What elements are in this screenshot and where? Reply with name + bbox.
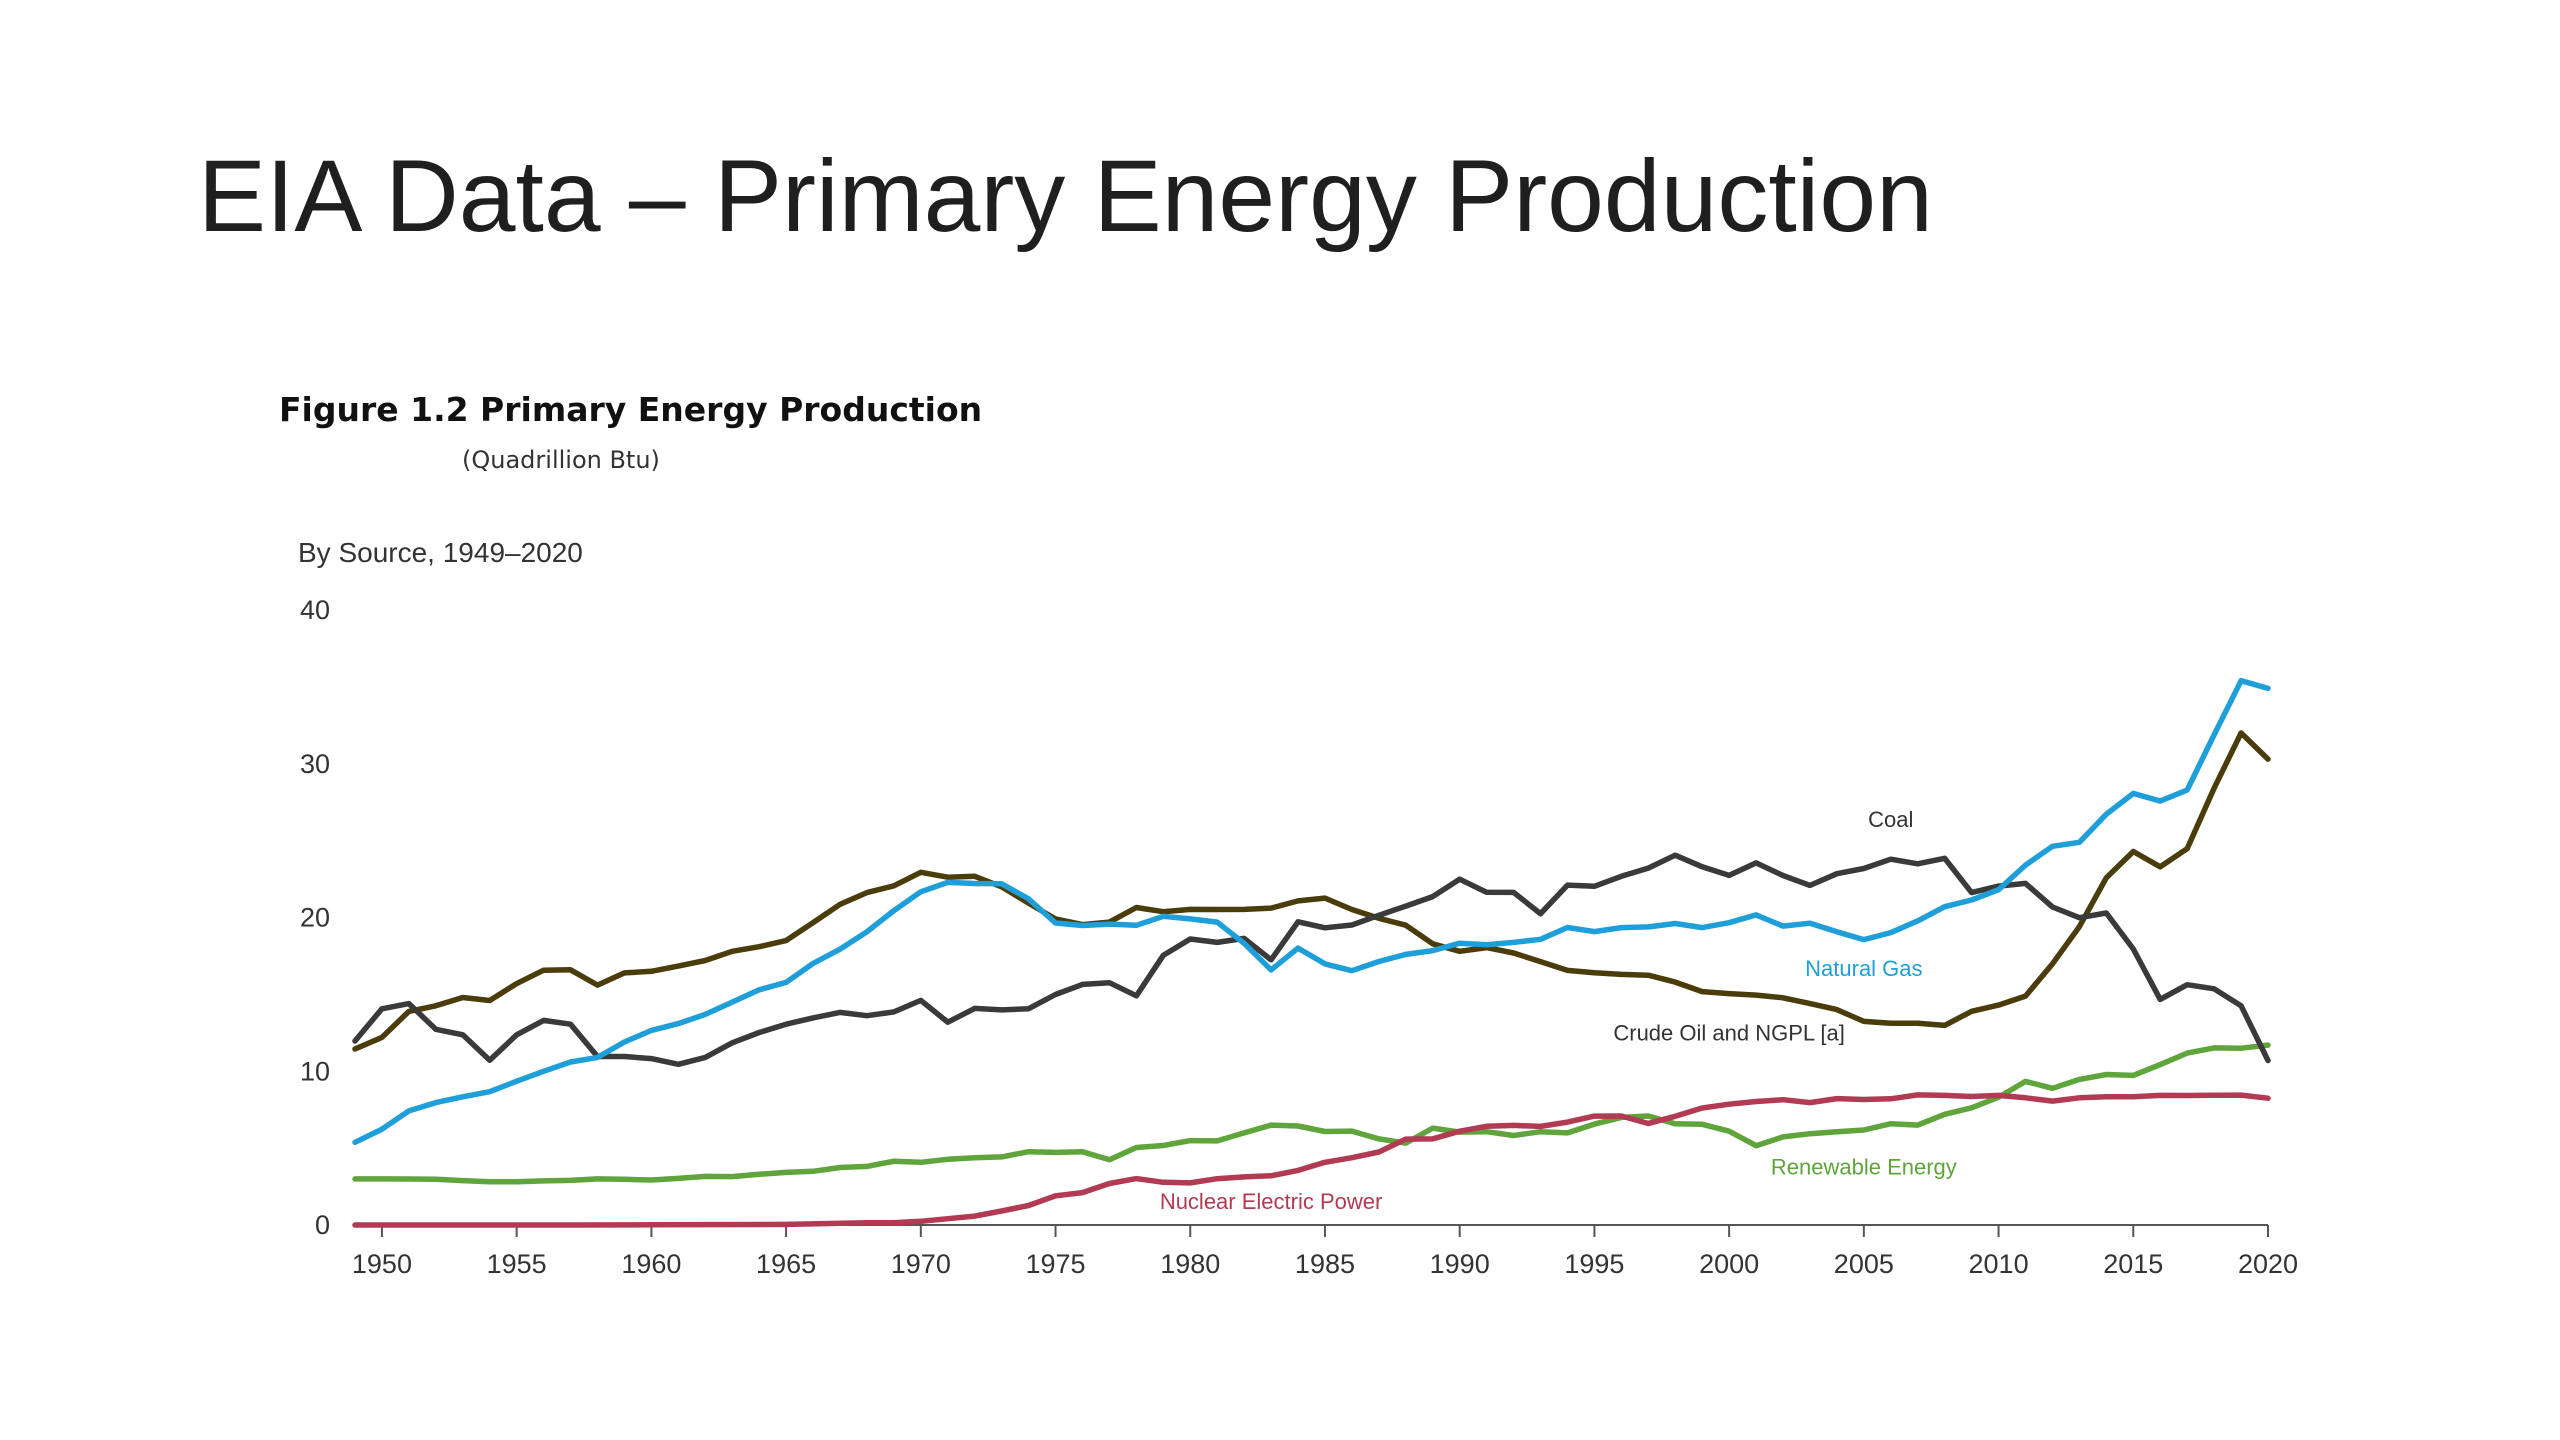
figure-title: Figure 1.2 Primary Energy Production (279, 390, 983, 429)
x-tick-label: 1965 (756, 1249, 816, 1279)
slide-title: EIA Data – Primary Energy Production (198, 139, 1933, 253)
y-tick-label: 0 (315, 1210, 330, 1240)
x-tick-label: 2010 (1969, 1249, 2029, 1279)
x-tick-label: 1955 (487, 1249, 547, 1279)
x-tick-label: 1980 (1160, 1249, 1220, 1279)
chart-series-labels: Coal Natural Gas Crude Oil and NGPL [a] Ren… (1160, 807, 1957, 1214)
y-tick-label: 30 (300, 749, 330, 779)
series-label-crude-oil-and-ngpl-a: Crude Oil and NGPL [a] (1613, 1021, 1845, 1046)
series-line-nuclear-electric-power (352, 1092, 2271, 1228)
y-tick-label: 10 (300, 1056, 330, 1086)
series-line-crude-oil-and-ngpl-a (352, 730, 2271, 1052)
x-tick-label: 2005 (1834, 1249, 1894, 1279)
series-label-natural-gas: Natural Gas (1805, 956, 1922, 981)
series-line-renewable-energy (352, 1042, 2271, 1185)
x-tick-label: 1970 (891, 1249, 951, 1279)
x-tick-label: 1985 (1295, 1249, 1355, 1279)
x-tick-label: 1950 (352, 1249, 412, 1279)
series-label-nuclear-electric-power: Nuclear Electric Power (1160, 1189, 1383, 1214)
figure-subtitle: By Source, 1949–2020 (298, 537, 583, 568)
y-tick-label: 20 (300, 903, 330, 933)
y-tick-label: 40 (300, 595, 330, 625)
x-tick-label: 2020 (2238, 1249, 2298, 1279)
chart-axes: 1950 1955 1960 1965 1970 1975 1980 1985 1990 1995… (300, 595, 2298, 1279)
x-tick-label: 1975 (1025, 1249, 1085, 1279)
x-tick-label: 1995 (1564, 1249, 1624, 1279)
series-line-coal (352, 852, 2271, 1068)
x-tick-label: 1990 (1430, 1249, 1490, 1279)
chart-series (352, 677, 2271, 1228)
series-label-coal: Coal (1868, 807, 1913, 832)
series-line-natural-gas (352, 677, 2271, 1146)
x-tick-label: 2000 (1699, 1249, 1759, 1279)
x-tick-label: 2015 (2103, 1249, 2163, 1279)
series-label-renewable-energy: Renewable Energy (1771, 1154, 1957, 1179)
x-tick-label: 1960 (621, 1249, 681, 1279)
figure-units: (Quadrillion Btu) (462, 446, 660, 474)
